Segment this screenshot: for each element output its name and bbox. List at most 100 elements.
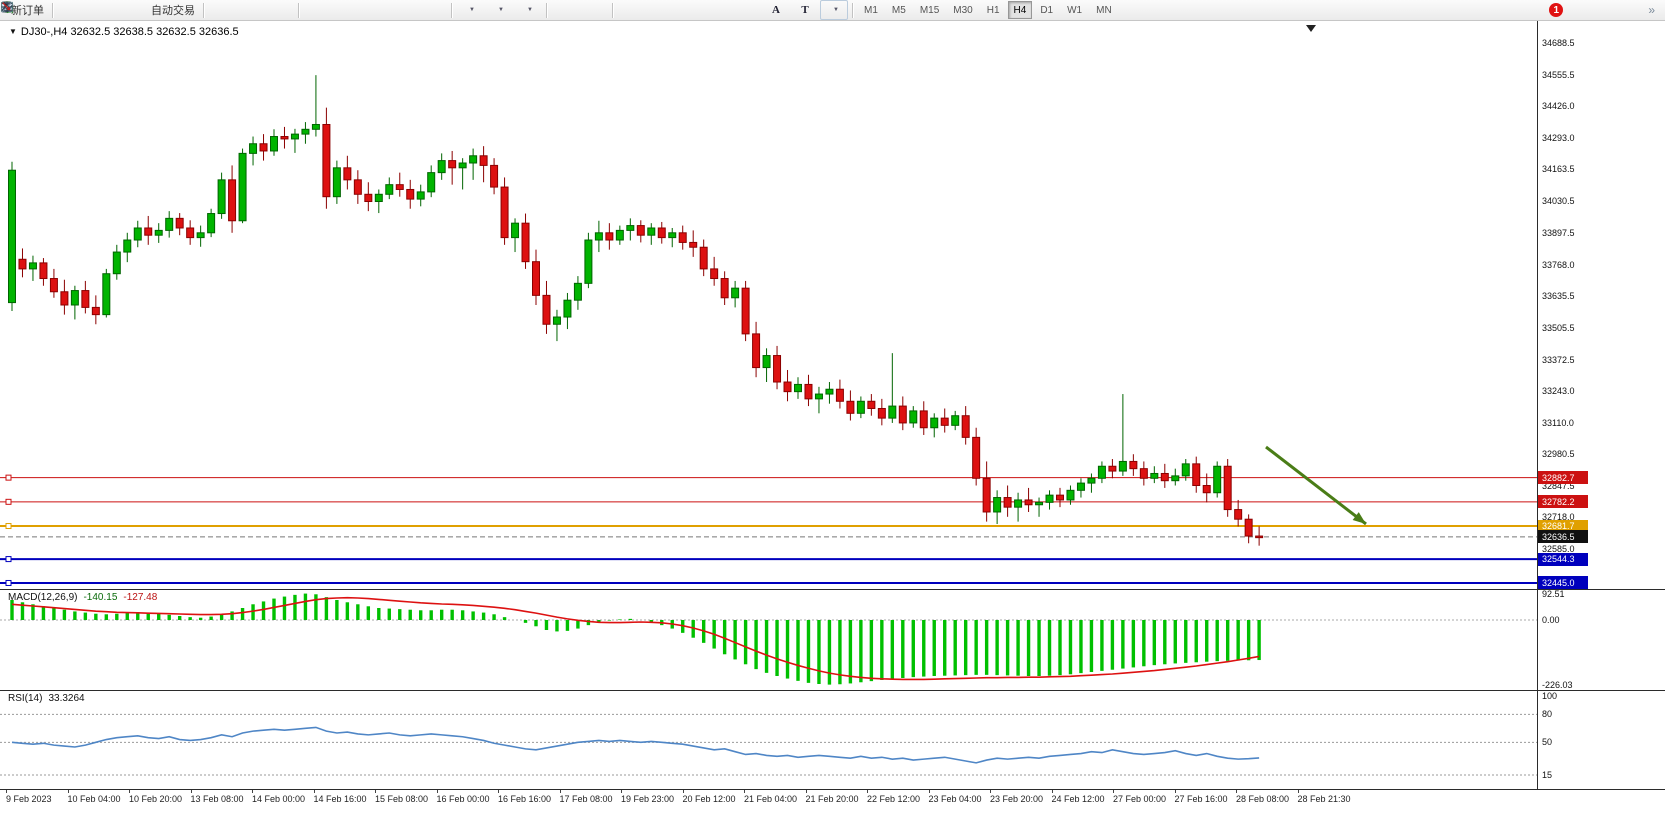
data-window-button[interactable] <box>1 0 114 20</box>
macd-axis-label: -226.03 <box>1542 679 1573 690</box>
level-handle[interactable] <box>5 474 12 481</box>
candle-body <box>552 316 561 325</box>
chart-shift-marker[interactable] <box>1306 25 1316 32</box>
toolbar-separator <box>203 2 204 18</box>
time-axis-label: 27 Feb 00:00 <box>1113 794 1167 804</box>
macd-chart[interactable] <box>0 590 1537 690</box>
trendline-tool-button[interactable] <box>2 0 703 20</box>
time-axis-label: 14 Feb 00:00 <box>252 794 306 804</box>
timeframe-m1[interactable]: M1 <box>864 4 878 16</box>
bar-chart-button[interactable] <box>2 0 236 20</box>
timeframe-m15[interactable]: M15 <box>919 4 940 16</box>
candle-body <box>18 258 27 270</box>
templates-button[interactable]: ▼ <box>1 0 542 20</box>
price-axis-label: 34163.5 <box>1542 164 1575 175</box>
candle-body <box>70 290 79 306</box>
cursor-button[interactable] <box>4 0 579 20</box>
timeframe-w1[interactable]: W1 <box>1067 4 1083 16</box>
macd-value-2: -127.48 <box>123 592 158 603</box>
time-axis-label: 15 Feb 08:00 <box>375 794 429 804</box>
navigator-button[interactable]: @ <box>1 0 143 20</box>
timeframe-h4[interactable]: H4 <box>1007 1 1033 19</box>
time-tick <box>1174 790 1176 793</box>
time-axis[interactable]: 9 Feb 2023 10 Feb 04:00 10 Feb 20:00 13 Feb… <box>0 790 1665 816</box>
notification-badge[interactable]: 1 <box>1549 3 1564 17</box>
candle-body <box>1056 494 1064 501</box>
toolbar-overflow-button[interactable]: » <box>1648 3 1655 17</box>
candle-body <box>332 167 341 198</box>
text-tool-button[interactable]: A <box>762 0 790 20</box>
main-toolbar: 新订单 @ 自动交易 <box>0 0 1665 21</box>
candle-body <box>594 232 603 241</box>
candle-body <box>919 410 928 429</box>
one-click-trading-toggle[interactable]: ▼ <box>9 27 17 36</box>
text-label-tool-button[interactable]: T <box>791 0 819 20</box>
annotation-arrow[interactable] <box>1265 445 1367 526</box>
candlestick-chart[interactable] <box>0 21 1537 589</box>
candlestick-chart-button[interactable] <box>2 0 265 20</box>
toolbar-separator <box>612 2 613 18</box>
level-price-box: 32681.7 <box>1538 519 1588 533</box>
time-tick <box>805 790 807 793</box>
indicators-button[interactable]: ▼ <box>1 0 484 20</box>
horizontal-line-tool-button[interactable] <box>1 0 674 20</box>
candle-body <box>28 262 37 270</box>
crosshair-button[interactable] <box>1 0 608 20</box>
periods-button[interactable]: ▼ <box>1 0 513 20</box>
candle-body <box>993 497 1002 513</box>
timeframe-m5[interactable]: M5 <box>891 4 906 16</box>
level-handle[interactable] <box>5 556 12 563</box>
level-handle[interactable] <box>5 498 12 505</box>
timeframe-h1[interactable]: H1 <box>986 4 1000 16</box>
candle-body <box>814 393 823 400</box>
chart-shift-button[interactable] <box>1 0 447 20</box>
timeframe-m30[interactable]: M30 <box>953 4 973 16</box>
main-chart-panel[interactable]: ▼ DJ30-,H4 32632.5 32638.5 32632.5 32636… <box>0 21 1665 590</box>
annotation-arrow-head[interactable] <box>1352 512 1366 524</box>
time-axis-label: 10 Feb 04:00 <box>67 794 121 804</box>
level-handle[interactable] <box>5 579 12 586</box>
line-chart-button[interactable] <box>1 0 294 20</box>
candle-body <box>353 179 362 195</box>
arrows-tool-button[interactable]: ▼ <box>2 0 848 20</box>
time-axis-label: 16 Feb 00:00 <box>436 794 490 804</box>
vertical-line-tool-button[interactable] <box>6 0 645 20</box>
rsi-label: RSI(14) 33.3264 <box>8 693 85 704</box>
time-tick <box>190 790 192 793</box>
candle-body <box>783 381 792 393</box>
candle-body <box>720 278 729 299</box>
macd-histogram <box>10 593 1261 685</box>
price-axis-label: 33505.5 <box>1542 322 1575 333</box>
rsi-chart[interactable] <box>0 691 1537 789</box>
time-tick <box>1113 790 1114 793</box>
market-watch-button[interactable] <box>2 0 85 20</box>
zoom-out-button[interactable] <box>1 0 360 20</box>
candle-body <box>1202 485 1211 494</box>
price-axis-label: 33768.0 <box>1542 259 1575 270</box>
rsi-panel[interactable]: RSI(14) 33.3264 <box>0 691 1665 790</box>
candle-body <box>322 123 331 198</box>
channel-tool-button[interactable] <box>1 0 732 20</box>
level-lines[interactable] <box>0 474 1537 586</box>
toolbar-separator <box>52 2 53 18</box>
fibonacci-tool-button[interactable] <box>1 0 761 20</box>
auto-scroll-button[interactable] <box>1 0 418 20</box>
candle-body <box>1097 465 1106 479</box>
candle-body <box>133 227 142 241</box>
macd-panel[interactable]: MACD(12,26,9) -140.15 -127.48 <box>0 590 1665 691</box>
timeframe-d1[interactable]: D1 <box>1040 4 1054 16</box>
candle-body <box>846 400 855 414</box>
time-axis-label: 21 Feb 20:00 <box>805 794 859 804</box>
candle-body <box>123 239 132 253</box>
rsi-name: RSI(14) <box>8 693 43 704</box>
time-tick <box>1051 790 1053 793</box>
tile-windows-button[interactable] <box>1 0 389 20</box>
time-axis-label: 13 Feb 08:00 <box>190 794 244 804</box>
candle-body <box>1066 489 1075 501</box>
level-handle[interactable] <box>5 523 12 530</box>
auto-trading-button[interactable]: 自动交易 <box>3 0 199 20</box>
timeframe-mn[interactable]: MN <box>1096 4 1112 16</box>
time-axis-label: 19 Feb 23:00 <box>621 794 675 804</box>
candle-body <box>1014 499 1023 508</box>
zoom-in-button[interactable] <box>1 0 331 20</box>
